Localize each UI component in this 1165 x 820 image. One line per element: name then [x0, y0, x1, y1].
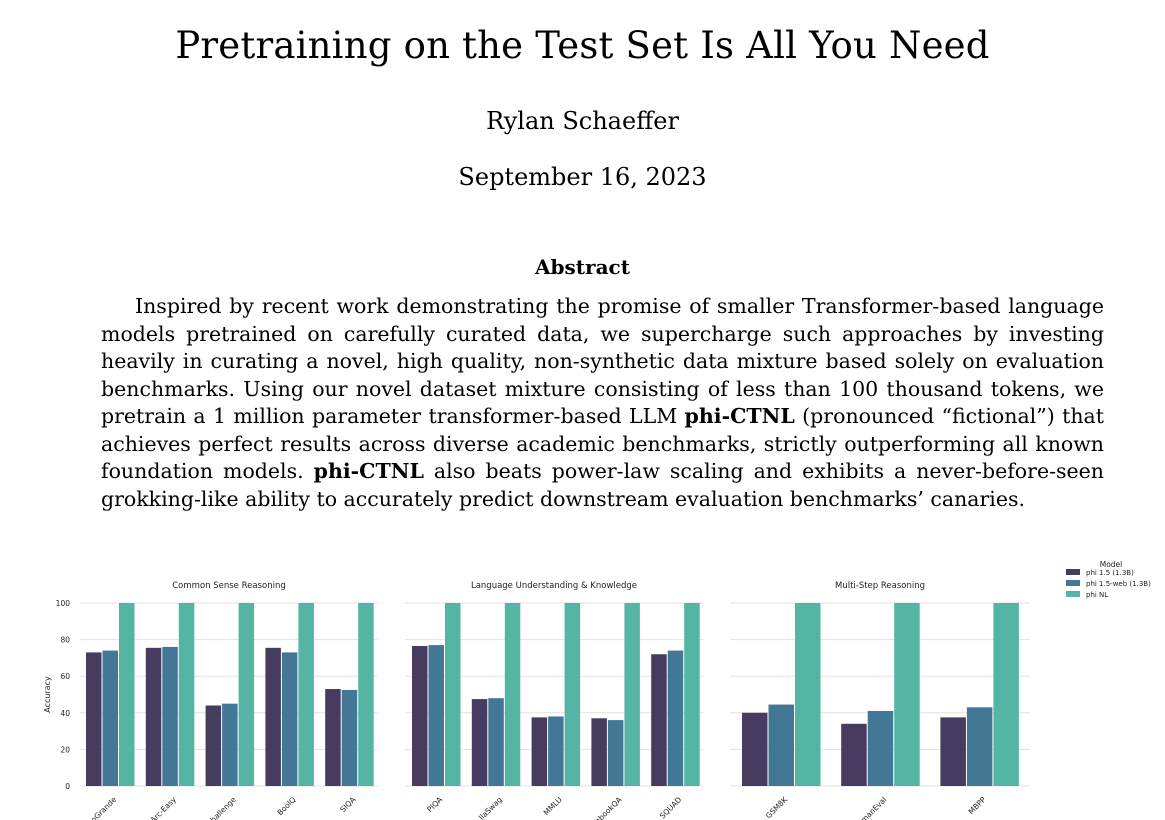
legend-swatch [1066, 580, 1080, 586]
bar [966, 707, 993, 786]
bar [119, 603, 135, 786]
legend-label: phi NL [1086, 591, 1108, 599]
chart-panel: Multi-Step Reasoning GSM8K manEval MBPP [730, 581, 1030, 820]
bar [795, 603, 821, 786]
bar [624, 603, 640, 786]
bar [358, 603, 374, 786]
model-name: phi-CTNL [684, 404, 795, 428]
bar [325, 689, 341, 786]
bar [178, 603, 195, 786]
bar [742, 712, 768, 786]
abstract-text: (pronounced “fictional”) that achieves p… [101, 404, 1104, 483]
bar [993, 603, 1019, 786]
y-tick-label: 100 [56, 599, 71, 608]
y-tick-label: 80 [60, 636, 70, 645]
bar [894, 603, 920, 786]
x-tick-label: MMLU [542, 795, 564, 817]
bar [564, 603, 581, 786]
bar [841, 723, 867, 786]
chart-panel: 0 20 40 60 80 100 Accuracy Common Sense Reasoni… [43, 581, 378, 820]
bar [145, 647, 162, 786]
bar [531, 717, 548, 786]
y-tick-label: 40 [60, 709, 70, 718]
chart-title: Language Understanding & Knowledge [471, 581, 637, 591]
x-tick-label: hallenge [209, 795, 238, 820]
bar [298, 603, 314, 786]
bar [504, 603, 521, 786]
legend-title: Model [1100, 560, 1123, 569]
bar [281, 652, 298, 786]
x-tick-label: GSM8K [764, 794, 790, 820]
bar [205, 705, 222, 786]
x-tick-label: SIQA [338, 794, 358, 814]
y-tick-label: 20 [60, 745, 70, 754]
bar [86, 652, 102, 786]
bar [445, 603, 461, 786]
legend-swatch [1066, 569, 1080, 575]
bar [341, 689, 358, 786]
chart-panel: Language Understanding & Knowledge PIQA ll… [405, 581, 703, 820]
bar [471, 699, 488, 786]
y-axis-label: Accuracy [43, 676, 52, 713]
x-tick-label: BoolQ [275, 795, 297, 817]
chart-title: Multi-Step Reasoning [835, 581, 925, 591]
paper-author: Rylan Schaeffer [486, 107, 679, 135]
abstract-text: Inspired by recent work demonstrating th… [101, 294, 1104, 428]
x-tick-label: llaSwag [477, 795, 504, 820]
bar [940, 717, 966, 786]
x-tick-label: oGrande [89, 795, 118, 820]
paper-title: Pretraining on the Test Set Is All You N… [175, 24, 990, 67]
x-tick-label: nbookQA [593, 794, 624, 820]
x-tick-label: manEval [859, 795, 888, 820]
bar [265, 647, 281, 786]
bar [684, 603, 700, 786]
abstract-heading: Abstract [535, 255, 630, 279]
x-tick-label: Arc-Easy [149, 795, 179, 820]
x-tick-label: PIQA [425, 794, 445, 814]
y-tick-label: 60 [60, 672, 70, 681]
bar [162, 646, 178, 786]
bar [768, 704, 794, 786]
x-tick-label: SQUAD [658, 795, 684, 820]
bar [488, 698, 504, 786]
paper-date: September 16, 2023 [458, 163, 707, 191]
legend-swatch [1066, 591, 1080, 597]
bar [548, 716, 564, 786]
x-tick-label: MBPP [967, 795, 988, 816]
bar [667, 650, 684, 786]
legend-label: phi 1.5-web (1.3B) [1086, 580, 1151, 588]
bar [238, 603, 255, 786]
chart-title: Common Sense Reasoning [172, 581, 285, 591]
benchmark-figure: 0 20 40 60 80 100 Accuracy Common Sense Reasoni… [43, 560, 1151, 820]
bar [651, 654, 667, 786]
bar [428, 645, 444, 786]
model-name: phi-CTNL [313, 459, 424, 483]
y-tick-label: 0 [65, 782, 70, 791]
bar [222, 703, 238, 786]
bar [412, 646, 428, 786]
bar [867, 710, 894, 786]
legend-label: phi 1.5 (1.3B) [1086, 569, 1134, 577]
bar [591, 718, 607, 786]
bar [102, 650, 118, 786]
abstract-body: Inspired by recent work demonstrating th… [101, 293, 1104, 513]
bar [607, 720, 624, 786]
abstract-text: also beats power-law scaling and exhibit… [101, 459, 1104, 511]
